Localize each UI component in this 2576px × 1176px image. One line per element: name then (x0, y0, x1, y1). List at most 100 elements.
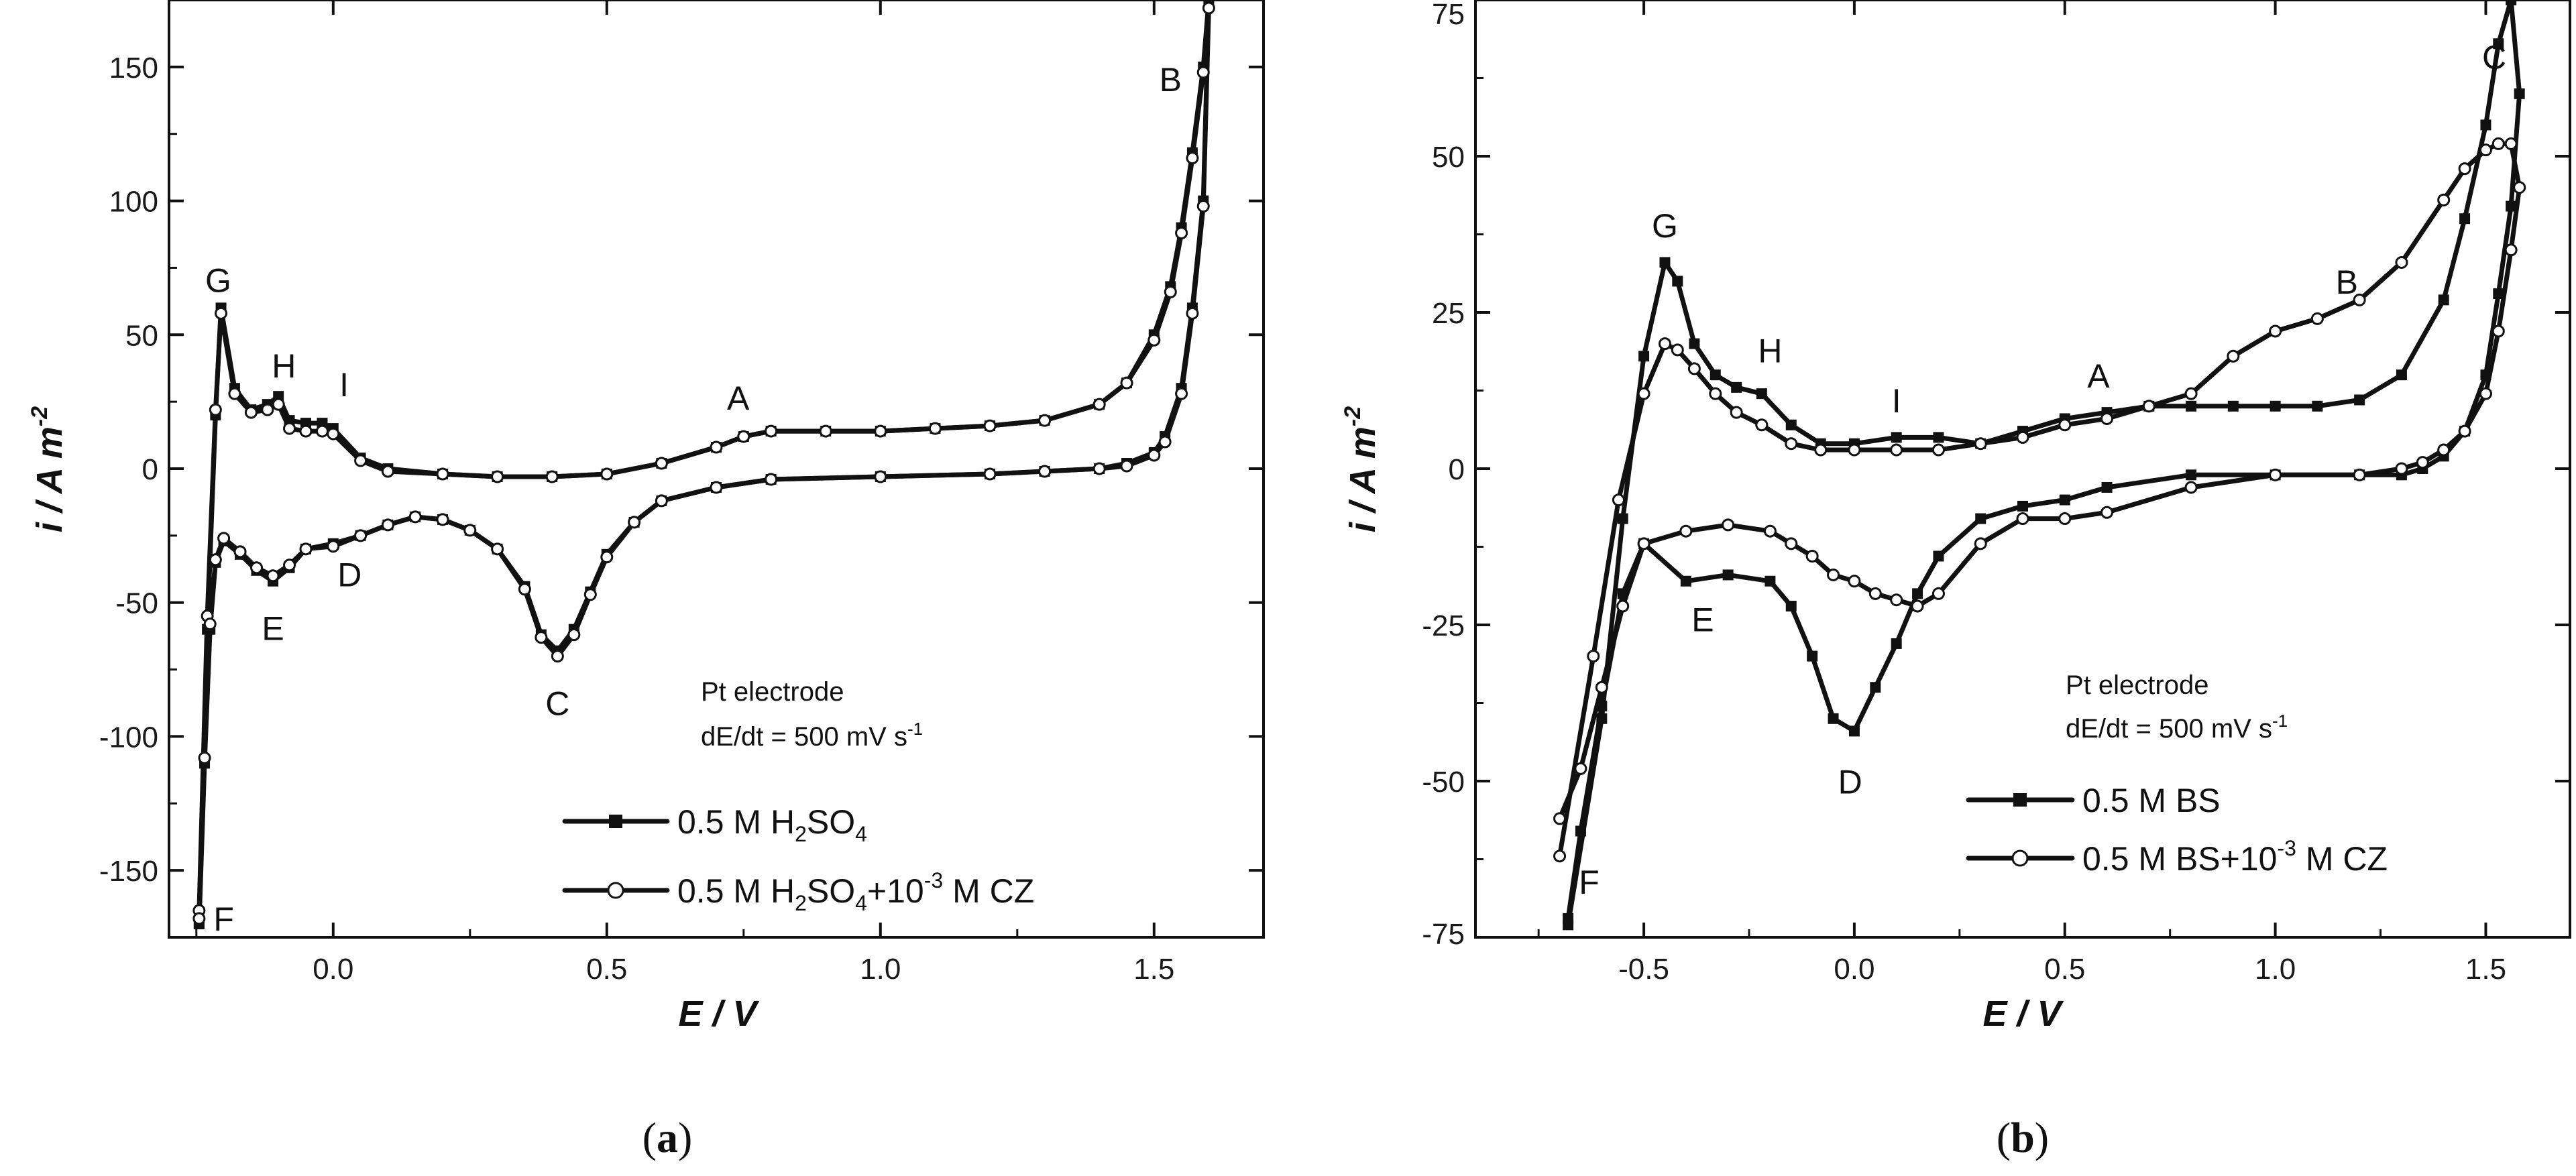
series-2-point (1186, 152, 1199, 165)
series-2-point (381, 518, 394, 532)
series-2-point (1931, 587, 1945, 600)
series-2-point (2142, 400, 2155, 413)
series-1-point (2312, 400, 2323, 412)
series-2-point (1709, 387, 1722, 400)
panel-a-caption-letter: a (657, 1114, 678, 1161)
panel-b-caption: (b) (1997, 1114, 2049, 1161)
series-2-point (1595, 681, 1608, 694)
peak-label-F: F (213, 900, 234, 938)
series-2-point (1093, 462, 1106, 475)
series-2-point (2513, 181, 2526, 194)
series-2-point (1196, 66, 1210, 79)
series-1-point (2270, 400, 2281, 412)
series-1-point (2354, 394, 2365, 406)
series-1-point (1848, 725, 1860, 737)
series-2-point (737, 430, 750, 443)
x-tick-label: 1.0 (2255, 953, 2296, 986)
legend-subscript: 4 (855, 822, 867, 846)
series-2-point (1848, 443, 1861, 457)
series-2-point (1763, 524, 1777, 538)
series-2-point (567, 628, 581, 642)
series-2-point (928, 422, 942, 435)
series-line-2 (1557, 141, 2522, 859)
series-2-point (250, 561, 264, 575)
series-2-point (1038, 414, 1052, 427)
panel-a-y-axis-label: i / A m-2 (27, 406, 70, 532)
series-2-point (491, 470, 504, 483)
panel-a-x-ticks: 0.0 0.5 1.0 1.5 (195, 0, 1174, 986)
series-1-point (1689, 338, 1700, 349)
peak-label-F: F (1579, 864, 1600, 901)
series-2-point (1574, 762, 1587, 775)
series-2-point (1722, 518, 1735, 532)
series-2-point (983, 419, 997, 432)
series-2-point (2227, 349, 2240, 363)
series-2-point (1196, 200, 1210, 213)
series-1-point (1659, 257, 1671, 268)
panel-b-y-axis-label-exp: -2 (1340, 406, 1365, 426)
series-2-point (209, 553, 222, 567)
series-2-point (2416, 456, 2429, 469)
x-tick-label: 1.0 (860, 953, 901, 986)
panel-a-note-scan-rate: dE/dt = 500 mV s-1 (701, 719, 923, 752)
series-2-point (2269, 325, 2282, 338)
series-2-point (765, 424, 778, 438)
series-1-point (1891, 638, 1902, 649)
peak-label-D: D (337, 556, 361, 594)
panel-a: -150 -100 -50 0 50 100 150 0.0 0.5 1.0 1.5 G H I A B C… (27, 0, 1265, 1161)
series-2-point (1848, 575, 1861, 588)
panel-a-note-electrode: Pt electrode (701, 677, 844, 707)
series-1-point (2506, 0, 2517, 5)
series-2-point (327, 427, 340, 440)
series-2-point (217, 532, 231, 545)
legend-subscript: 4 (855, 891, 867, 915)
series-2-point (1827, 568, 1840, 581)
panel-a-y-ticks: -150 -100 -50 0 50 100 150 (99, 52, 1264, 888)
series-2-point (1553, 812, 1567, 825)
legend-text: 0.5 M H (677, 803, 795, 841)
series-2-point (2310, 312, 2324, 325)
series-2-point (1974, 537, 1987, 550)
series-1-point (1563, 913, 1574, 925)
series-2-point (215, 306, 228, 320)
series-2-point (1671, 343, 1684, 357)
series-2-point (1158, 435, 1172, 449)
series-2-point (1805, 549, 1819, 563)
legend-text: +10 (867, 872, 924, 910)
panel-b-y-axis-label-main: i / A m (1343, 426, 1383, 532)
series-2-point (261, 403, 274, 416)
series-2-point (1147, 333, 1161, 347)
series-2-point (2458, 162, 2471, 176)
series-1-point (2017, 500, 2028, 512)
series-1-point (1756, 388, 1767, 400)
peak-label-B: B (2336, 263, 2358, 301)
series-2-point (1612, 493, 1625, 507)
series-2-point (1553, 849, 1567, 863)
legend-text: SO (807, 803, 855, 841)
x-tick-label: 0.0 (313, 953, 353, 986)
series-2-point (1890, 443, 1903, 457)
panel-b-annotations: G H I A B C D E F (1579, 39, 2506, 901)
series-1-point (1785, 601, 1797, 612)
series-2-point (1587, 650, 1600, 663)
series-2-point (266, 569, 280, 583)
series-2-point (1164, 285, 1177, 298)
panel-b-y-ticks: -75 -50 -25 0 25 50 75 (1422, 0, 2570, 951)
panel-a-legend-label-1: 0.5 M H2SO4 (677, 803, 867, 846)
y-tick-label: 50 (1432, 141, 1465, 174)
series-2-point (233, 545, 247, 558)
series-2-point (2491, 137, 2505, 150)
series-2-point (710, 481, 723, 494)
x-tick-label: 1.5 (2465, 953, 2506, 986)
panel-b-x-axis-label: E / V (1982, 994, 2064, 1034)
series-2-point (2353, 468, 2366, 481)
panel-b-note-electrode: Pt electrode (2066, 670, 2208, 700)
legend-text: 0.5 M H (677, 872, 795, 910)
series-2-point (1814, 443, 1828, 457)
series-1-point (1722, 569, 1734, 581)
series-2-point (1785, 537, 1798, 550)
series-1-point (1710, 369, 1721, 381)
peak-label-E: E (1691, 601, 1714, 638)
series-2-point (535, 631, 548, 644)
series-1-point (1575, 825, 1586, 837)
